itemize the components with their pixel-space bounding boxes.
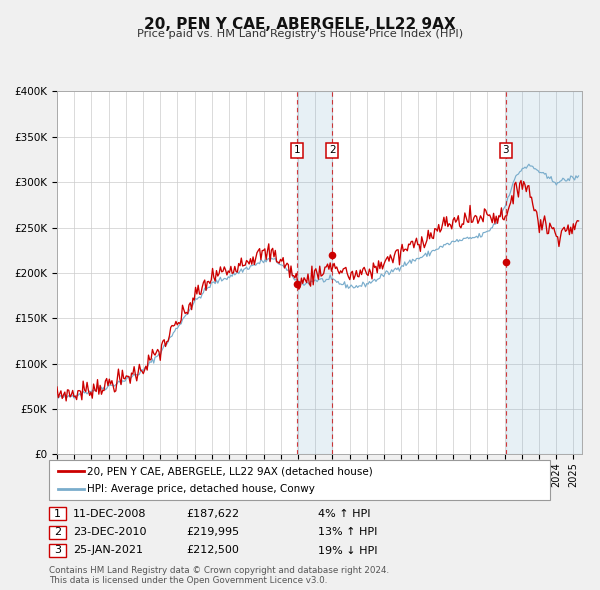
Text: 3: 3 [54,546,61,555]
Text: 1: 1 [54,509,61,519]
Text: 25-JAN-2021: 25-JAN-2021 [73,546,143,555]
Text: £219,995: £219,995 [186,527,239,537]
Text: 20, PEN Y CAE, ABERGELE, LL22 9AX (detached house): 20, PEN Y CAE, ABERGELE, LL22 9AX (detac… [87,466,373,476]
Bar [297,91,332,454]
Text: HPI: Average price, detached house, Conwy: HPI: Average price, detached house, Conw… [87,484,315,494]
Text: This data is licensed under the Open Government Licence v3.0.: This data is licensed under the Open Gov… [49,576,328,585]
Text: 13% ↑ HPI: 13% ↑ HPI [318,527,377,537]
Text: 2: 2 [54,527,61,537]
Text: Price paid vs. HM Land Registry's House Price Index (HPI): Price paid vs. HM Land Registry's House … [137,29,463,39]
Text: £212,500: £212,500 [186,546,239,555]
Text: 11-DEC-2008: 11-DEC-2008 [73,509,146,519]
Text: 20, PEN Y CAE, ABERGELE, LL22 9AX: 20, PEN Y CAE, ABERGELE, LL22 9AX [144,17,456,31]
Bar [506,91,582,454]
Text: 3: 3 [502,145,509,155]
Text: 19% ↓ HPI: 19% ↓ HPI [318,546,377,555]
Text: £187,622: £187,622 [186,509,239,519]
Text: 2: 2 [329,145,335,155]
Text: 4% ↑ HPI: 4% ↑ HPI [318,509,371,519]
Text: Contains HM Land Registry data © Crown copyright and database right 2024.: Contains HM Land Registry data © Crown c… [49,566,389,575]
Text: 23-DEC-2010: 23-DEC-2010 [73,527,146,537]
Text: 1: 1 [293,145,300,155]
